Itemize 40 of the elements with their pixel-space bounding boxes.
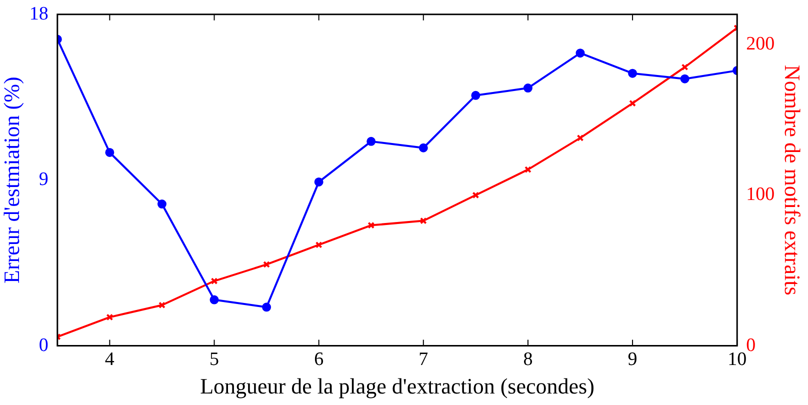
point [576,48,585,58]
y2-axis-title: Nombre de motifs extraits [780,64,806,296]
y2-tick-label: 200 [746,34,775,55]
x-tick-label: 8 [523,349,533,370]
y2-tick-label: 0 [746,334,756,356]
point [314,177,324,186]
point [368,222,375,229]
point [629,100,636,107]
point [105,148,114,157]
x-tick-label: 5 [210,349,220,370]
point [576,134,584,142]
point [628,68,638,78]
point [263,260,270,268]
point [418,143,428,152]
x-tick-label: 9 [628,349,638,370]
point [262,302,272,312]
x-axis-title: Longueur de la plage d'extraction (secondes) [200,374,594,399]
point [472,192,480,199]
y-axis-title: Erreur d'estmiation (%) [0,76,24,284]
point [106,314,114,321]
point [366,136,376,146]
x-tick-label: 7 [418,349,428,370]
point [158,302,166,309]
point [524,166,532,174]
x-tick-label: 6 [314,349,324,370]
y-tick-label: 18 [29,3,48,24]
point [523,84,532,93]
x-tick-label: 10 [728,349,747,370]
point [681,64,688,71]
y-tick-label: 0 [38,334,48,356]
point [420,217,427,224]
y-tick-label: 9 [38,169,48,190]
point [210,278,218,284]
point [157,200,166,209]
x-tick-label: 4 [104,349,115,370]
point [680,74,690,84]
point [210,295,219,304]
point [471,90,480,100]
point [315,241,322,248]
y2-tick-label: 100 [746,184,775,206]
